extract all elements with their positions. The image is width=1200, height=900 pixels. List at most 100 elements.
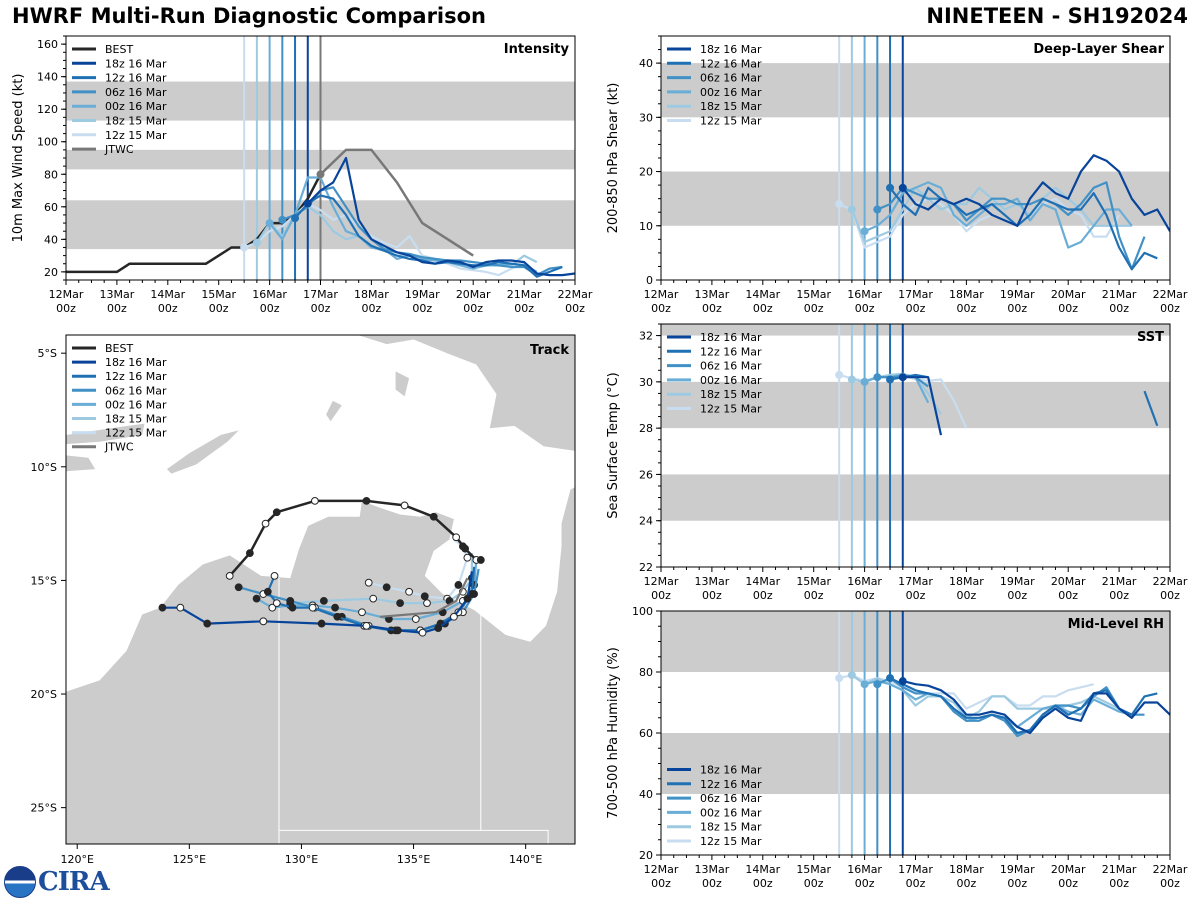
y-tick-label: 28 bbox=[639, 422, 653, 435]
land-aru bbox=[395, 371, 410, 397]
x-tick-label-hour: 00z bbox=[855, 302, 875, 315]
x-tick-label-hour: 00z bbox=[753, 589, 773, 602]
x-tick-label-date: 15Mar bbox=[796, 863, 831, 876]
track-point-12z bbox=[272, 599, 281, 608]
land-tanimbar bbox=[326, 400, 342, 422]
land-new-guinea bbox=[357, 335, 575, 451]
lat-tick-label: 20°S bbox=[31, 688, 57, 701]
legend-label: 12z 16 Mar bbox=[700, 778, 762, 791]
x-tick-label-date: 13Mar bbox=[695, 288, 730, 301]
y-tick-label: 26 bbox=[639, 468, 653, 481]
x-tick-label-date: 18Mar bbox=[354, 288, 389, 301]
y-tick-label: 24 bbox=[639, 515, 653, 528]
lat-tick-label: 10°S bbox=[31, 461, 57, 474]
initial-point-marker bbox=[252, 238, 261, 247]
plot-background bbox=[661, 324, 1170, 567]
x-tick-label-date: 19Mar bbox=[1000, 288, 1035, 301]
track-point-12z bbox=[452, 533, 461, 542]
track-point-00z bbox=[463, 594, 472, 603]
track-point-00z bbox=[429, 512, 438, 521]
series-line-12z-16-mar bbox=[1143, 390, 1159, 427]
legend-label: 18z 16 Mar bbox=[700, 331, 762, 344]
x-tick-label-hour: 00z bbox=[702, 589, 722, 602]
y-tick-label: 30 bbox=[639, 111, 653, 124]
x-tick-label-date: 13Mar bbox=[100, 288, 135, 301]
panel-shear: 12Mar00z13Mar00z14Mar00z15Mar00z16Mar00z… bbox=[606, 35, 1188, 315]
x-tick-label-date: 12Mar bbox=[644, 863, 679, 876]
initial-point-marker bbox=[316, 170, 325, 179]
x-tick-label-date: 16Mar bbox=[252, 288, 287, 301]
x-tick-label-hour: 00z bbox=[1007, 877, 1027, 890]
border-nt-qld bbox=[480, 610, 549, 844]
x-tick-label-date: 14Mar bbox=[150, 288, 185, 301]
figure-title: HWRF Multi-Run Diagnostic Comparison bbox=[12, 4, 487, 28]
initial-point-marker bbox=[265, 219, 274, 228]
legend-label: 06z 16 Mar bbox=[700, 360, 762, 373]
series-line-jtwc bbox=[319, 148, 474, 257]
x-tick-label-hour: 00z bbox=[1058, 589, 1078, 602]
y-axis-label: Sea Surface Temp (°C) bbox=[606, 372, 621, 519]
track-point-12z bbox=[450, 612, 458, 621]
x-tick-label-hour: 00z bbox=[107, 302, 127, 315]
legend-label: BEST bbox=[105, 43, 133, 56]
cira-logo-text: CIRA bbox=[38, 867, 110, 897]
track-point-00z bbox=[396, 599, 405, 608]
track-point-00z bbox=[362, 496, 371, 505]
x-tick-label-hour: 00z bbox=[1109, 302, 1129, 315]
initial-point-marker bbox=[886, 674, 895, 683]
plot-area bbox=[835, 324, 1159, 567]
x-tick-label-date: 13Mar bbox=[695, 863, 730, 876]
lon-tick-label: 140°E bbox=[509, 853, 542, 866]
initial-point-marker bbox=[860, 680, 869, 689]
series-line-12z-16-mar bbox=[889, 186, 1158, 271]
x-tick-label-date: 13Mar bbox=[695, 575, 730, 588]
series-line-18z-16-mar bbox=[307, 156, 575, 277]
legend-label: 12z 15 Mar bbox=[105, 129, 167, 142]
map-area bbox=[66, 335, 575, 844]
land-sumba bbox=[66, 455, 96, 472]
panel-rh: 12Mar00z13Mar00z14Mar00z15Mar00z16Mar00z… bbox=[606, 605, 1188, 890]
legend-label: 00z 16 Mar bbox=[700, 86, 762, 99]
initial-point-marker bbox=[886, 183, 895, 192]
x-tick-label-date: 17Mar bbox=[898, 575, 933, 588]
legend-label: 06z 16 Mar bbox=[105, 384, 167, 397]
track-point-12z bbox=[411, 615, 420, 623]
initial-point-marker bbox=[860, 377, 869, 386]
initial-point-marker bbox=[873, 205, 882, 214]
lat-tick-label: 15°S bbox=[31, 574, 57, 587]
series-line-06z-16-mar bbox=[876, 181, 1146, 271]
initial-point-marker bbox=[886, 375, 895, 384]
track-point-12z bbox=[308, 603, 317, 612]
track-point-12z bbox=[463, 553, 472, 562]
legend-label: 12z 16 Mar bbox=[105, 72, 167, 85]
legend-label: 18z 15 Mar bbox=[700, 821, 762, 834]
track-point-12z bbox=[261, 519, 270, 528]
threshold-band bbox=[661, 324, 1170, 336]
x-tick-label-date: 12Mar bbox=[644, 288, 679, 301]
track-point-00z bbox=[420, 592, 429, 601]
legend-label: 18z 16 Mar bbox=[700, 764, 762, 777]
x-tick-label-hour: 00z bbox=[957, 302, 977, 315]
legend-label: 06z 16 Mar bbox=[700, 792, 762, 805]
x-tick-label-hour: 00z bbox=[957, 589, 977, 602]
x-tick-label-date: 14Mar bbox=[745, 863, 780, 876]
x-tick-label-date: 21Mar bbox=[1102, 575, 1137, 588]
legend-label: 12z 16 Mar bbox=[700, 57, 762, 70]
x-tick-label-date: 20Mar bbox=[1051, 288, 1086, 301]
x-tick-label-date: 19Mar bbox=[1000, 575, 1035, 588]
noaa-logo-icon bbox=[4, 866, 36, 898]
x-tick-label-date: 12Mar bbox=[49, 288, 84, 301]
x-tick-label-hour: 00z bbox=[753, 877, 773, 890]
track-point-12z bbox=[418, 628, 427, 637]
land-australia bbox=[66, 487, 575, 844]
y-tick-label: 20 bbox=[639, 166, 653, 179]
x-tick-label-hour: 00z bbox=[1007, 589, 1027, 602]
x-tick-label-hour: 00z bbox=[514, 302, 534, 315]
x-tick-label-hour: 00z bbox=[1058, 877, 1078, 890]
legend-label: 00z 16 Mar bbox=[700, 374, 762, 387]
initial-point-marker bbox=[898, 373, 907, 382]
